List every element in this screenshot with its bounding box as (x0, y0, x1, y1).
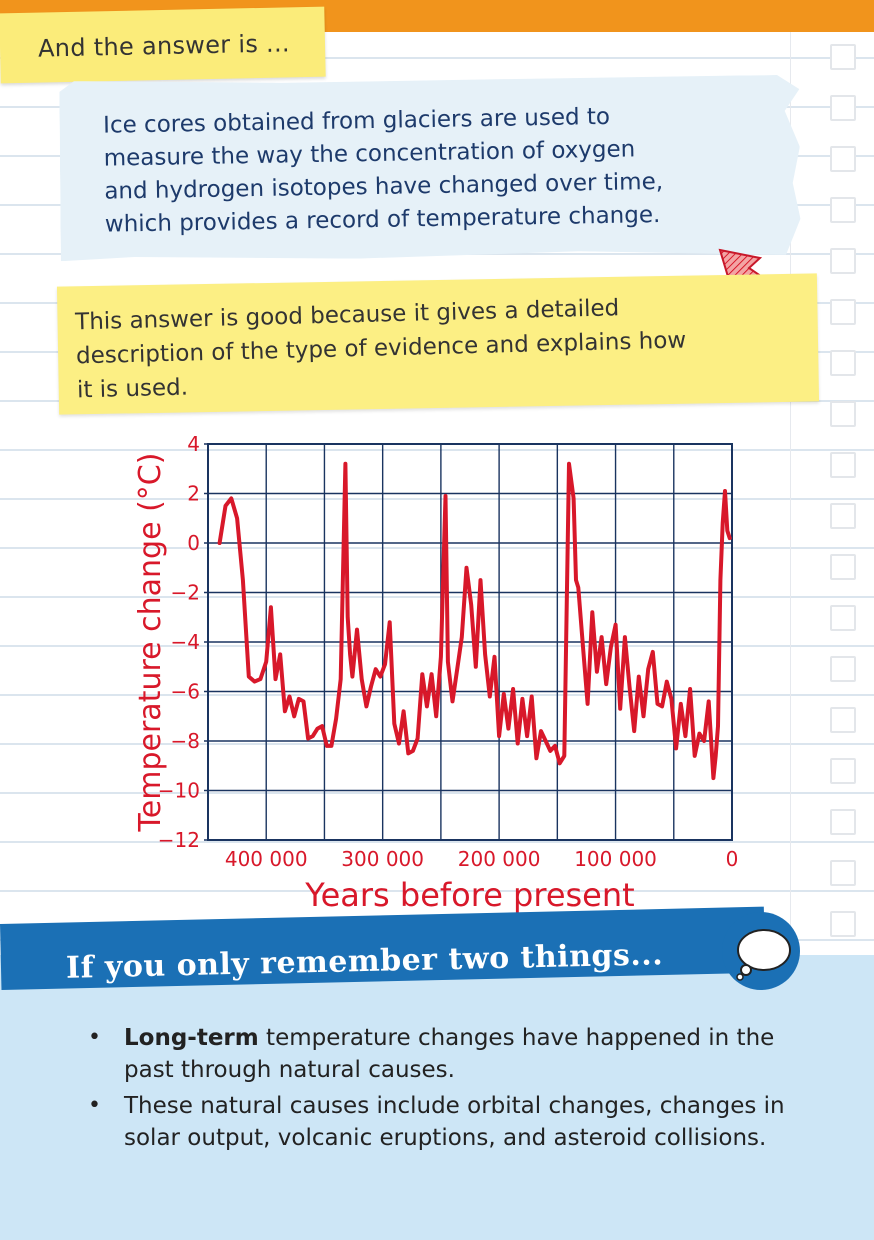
margin-line (790, 0, 791, 960)
bullet-icon: • (88, 1025, 101, 1050)
x-tick-label: 100 000 (574, 847, 657, 871)
speech-bubble-icon (736, 929, 791, 981)
sticky-note: And the answer is ... (0, 6, 326, 84)
binder-hole (830, 248, 856, 274)
binder-holes (830, 44, 856, 962)
x-tick-label: 0 (726, 847, 739, 871)
binder-hole (830, 452, 856, 478)
chart-svg: 4 2 0 −2 −4 −6 −8 −10 −12 400 000 300 000 200 000 10… (133, 432, 739, 914)
temperature-series-line (217, 461, 732, 781)
y-tick-label: −4 (171, 630, 200, 654)
y-axis-label: Temperature change (°C) (133, 453, 168, 833)
y-tick-label: −6 (171, 680, 200, 704)
binder-hole (830, 554, 856, 580)
answer-text: Ice cores obtained from glaciers are use… (103, 98, 755, 241)
item-bold: Long-term (124, 1025, 259, 1051)
x-tick-label: 200 000 (458, 847, 541, 871)
x-axis-label: Years before present (304, 876, 634, 914)
binder-hole (830, 401, 856, 427)
binder-hole (830, 197, 856, 223)
binder-hole (830, 707, 856, 733)
plot-frame (207, 443, 733, 841)
binder-hole (830, 350, 856, 376)
item-text: temperature changes have happened in the… (124, 1025, 775, 1083)
binder-hole (830, 44, 856, 70)
y-tick-label: 0 (187, 531, 200, 555)
binder-hole (830, 758, 856, 784)
y-tick-label: −10 (158, 779, 200, 803)
list-item: • These natural causes include orbital c… (86, 1090, 826, 1154)
summary-panel (0, 990, 874, 1240)
comment-text: This answer is good because it gives a d… (75, 287, 797, 408)
temperature-chart: 4 2 0 −2 −4 −6 −8 −10 −12 400 000 300 000 200 000 10… (120, 420, 770, 920)
x-tick-label: 300 000 (341, 847, 424, 871)
y-tick-label: −2 (171, 581, 200, 605)
x-tick-label: 400 000 (225, 847, 308, 871)
y-tick-label: 4 (187, 432, 200, 456)
binder-hole (830, 299, 856, 325)
y-tick-label: 2 (187, 482, 200, 506)
binder-hole (830, 95, 856, 121)
list-item: • Long-term temperature changes have hap… (86, 1022, 826, 1086)
binder-hole (830, 605, 856, 631)
y-tick-label: −8 (171, 729, 200, 753)
item-text: These natural causes include orbital cha… (124, 1093, 785, 1151)
binder-hole (830, 146, 856, 172)
y-tick-label: −12 (158, 828, 200, 852)
bullet-icon: • (88, 1093, 101, 1118)
binder-hole (830, 809, 856, 835)
binder-hole (830, 503, 856, 529)
note-label: And the answer is ... (37, 29, 291, 63)
binder-hole (830, 656, 856, 682)
binder-hole (830, 860, 856, 886)
binder-hole (830, 911, 856, 937)
summary-list: • Long-term temperature changes have hap… (86, 1022, 826, 1158)
